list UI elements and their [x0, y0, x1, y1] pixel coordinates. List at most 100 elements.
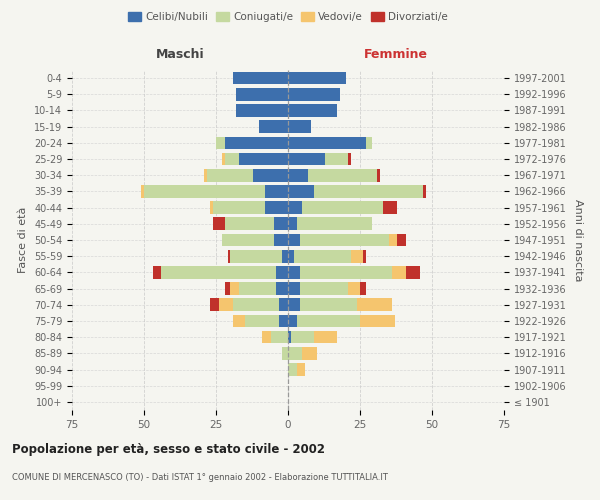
Bar	[253, 169, 288, 181]
Bar	[259, 120, 288, 133]
Bar	[288, 266, 392, 278]
Bar	[288, 234, 299, 246]
Bar	[288, 136, 371, 149]
Bar	[288, 363, 305, 376]
Bar	[224, 218, 288, 230]
Bar	[277, 266, 288, 278]
Bar	[210, 298, 288, 311]
Bar	[219, 298, 288, 311]
Bar	[288, 282, 349, 295]
Bar	[288, 234, 397, 246]
Bar	[236, 88, 288, 101]
Bar	[224, 282, 288, 295]
Bar	[280, 298, 288, 311]
Bar	[288, 331, 337, 344]
Bar	[245, 314, 288, 328]
Bar	[282, 347, 288, 360]
Bar	[222, 234, 288, 246]
Bar	[233, 314, 288, 328]
Bar	[288, 88, 340, 101]
Text: COMUNE DI MERCENASCO (TO) - Dati ISTAT 1° gennaio 2002 - Elaborazione TUTTITALIA: COMUNE DI MERCENASCO (TO) - Dati ISTAT 1…	[12, 472, 388, 482]
Bar	[288, 314, 395, 328]
Bar	[239, 282, 288, 295]
Bar	[274, 218, 288, 230]
Bar	[288, 266, 406, 278]
Bar	[213, 202, 288, 214]
Bar	[288, 104, 337, 117]
Bar	[236, 88, 288, 101]
Bar	[288, 88, 340, 101]
Bar	[288, 298, 392, 311]
Bar	[288, 104, 337, 117]
Bar	[141, 185, 288, 198]
Bar	[233, 314, 288, 328]
Bar	[259, 120, 288, 133]
Bar	[141, 185, 288, 198]
Bar	[205, 169, 288, 181]
Bar	[236, 104, 288, 117]
Bar	[282, 347, 288, 360]
Bar	[288, 282, 366, 295]
Bar	[288, 250, 294, 262]
Bar	[288, 72, 346, 85]
Bar	[288, 331, 291, 344]
Bar	[288, 88, 340, 101]
Y-axis label: Fasce di età: Fasce di età	[19, 207, 28, 273]
Bar	[288, 185, 426, 198]
Bar	[216, 136, 288, 149]
Bar	[210, 202, 288, 214]
Bar	[224, 152, 288, 166]
Bar	[274, 234, 288, 246]
Bar	[224, 218, 288, 230]
Bar	[288, 169, 377, 181]
Bar	[288, 202, 383, 214]
Bar	[288, 152, 352, 166]
Bar	[288, 234, 389, 246]
Bar	[288, 202, 397, 214]
Bar	[288, 136, 366, 149]
Bar	[262, 331, 288, 344]
Bar	[288, 347, 302, 360]
Bar	[236, 104, 288, 117]
Bar	[288, 347, 317, 360]
Bar	[282, 347, 288, 360]
Bar	[208, 169, 288, 181]
Bar	[224, 136, 288, 149]
Bar	[262, 331, 288, 344]
Bar	[288, 72, 346, 85]
Bar	[161, 266, 288, 278]
Bar	[288, 72, 346, 85]
Bar	[288, 331, 314, 344]
Bar	[271, 331, 288, 344]
Bar	[144, 185, 288, 198]
Bar	[265, 185, 288, 198]
Bar	[288, 169, 380, 181]
Bar	[288, 152, 349, 166]
Bar	[288, 250, 363, 262]
Bar	[222, 234, 288, 246]
Bar	[239, 152, 288, 166]
Bar	[222, 234, 288, 246]
Bar	[288, 250, 366, 262]
Bar	[233, 72, 288, 85]
Bar	[213, 218, 288, 230]
Bar	[288, 347, 317, 360]
Bar	[288, 104, 337, 117]
Bar	[288, 152, 325, 166]
Bar	[205, 169, 288, 181]
Bar	[288, 104, 337, 117]
Bar	[288, 169, 377, 181]
Bar	[233, 72, 288, 85]
Bar	[277, 282, 288, 295]
Bar	[288, 202, 383, 214]
Bar	[288, 363, 296, 376]
Bar	[288, 72, 346, 85]
Bar	[288, 136, 371, 149]
Bar	[288, 298, 392, 311]
Bar	[265, 202, 288, 214]
Bar	[282, 250, 288, 262]
Bar	[288, 185, 314, 198]
Bar	[233, 72, 288, 85]
Bar	[288, 88, 340, 101]
Bar	[288, 363, 305, 376]
